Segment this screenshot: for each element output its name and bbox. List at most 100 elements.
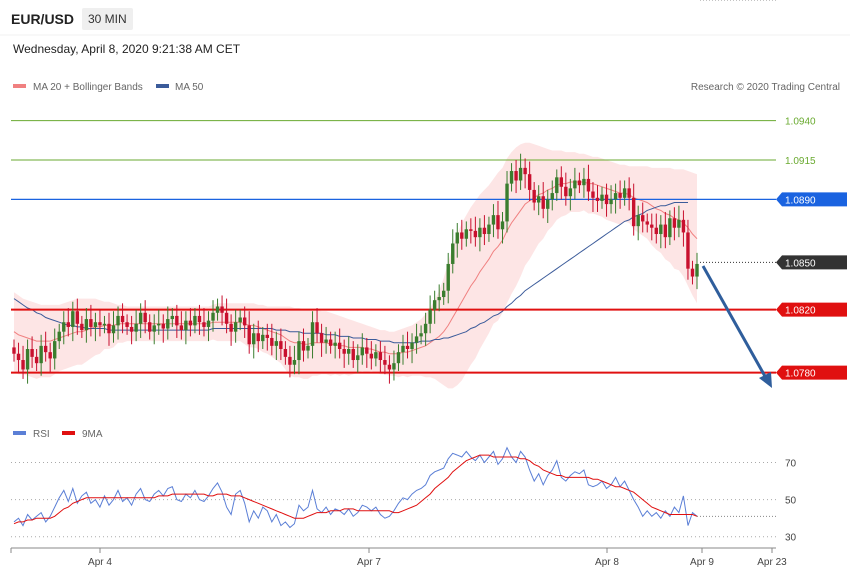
candle-body: [550, 193, 554, 200]
candle-body: [405, 345, 410, 349]
candle-body: [650, 224, 654, 228]
candle-body: [609, 199, 613, 205]
candle-body: [451, 243, 455, 264]
candle-body: [211, 312, 215, 321]
x-tick-label-apr23: Apr 23: [757, 557, 787, 568]
candle-body: [292, 360, 297, 365]
candle-body: [89, 319, 93, 327]
forecast-arrow: [701, 265, 772, 388]
candle-body: [220, 306, 224, 313]
candle-body: [224, 312, 229, 324]
candle-body: [265, 334, 269, 338]
candle-body: [469, 229, 473, 231]
candle-body: [387, 364, 392, 370]
candle-body: [536, 196, 541, 203]
rsi-ma-legend-swatch: [62, 431, 75, 435]
ma20-legend-swatch: [13, 84, 26, 88]
candle-body: [270, 337, 274, 346]
candle-body: [686, 232, 690, 269]
x-tick-label-apr9: Apr 9: [690, 557, 714, 568]
candle-body: [392, 363, 396, 370]
price-legend: MA 20 + Bollinger Bands MA 50 Research ©…: [13, 82, 840, 93]
candle-body: [509, 171, 514, 184]
candle-body: [179, 325, 184, 331]
candle-body: [247, 325, 251, 345]
candle-body: [161, 323, 165, 329]
candle-body: [622, 188, 627, 198]
candle-body: [274, 341, 279, 346]
candle-body: [25, 349, 30, 370]
candle-body: [48, 352, 52, 359]
candle-body: [324, 339, 328, 343]
candle-body: [473, 230, 478, 238]
current-price-label: 1.0850: [785, 258, 816, 269]
support-label-2: 1.0780: [785, 369, 816, 380]
candle-body: [365, 347, 369, 354]
candle-body: [143, 312, 147, 323]
candle-body: [197, 315, 202, 323]
candle-body: [641, 215, 645, 222]
bollinger-band-area: [14, 142, 697, 389]
candle-body: [378, 352, 383, 361]
candle-body: [188, 320, 193, 326]
candle-body: [80, 323, 84, 331]
candle-body: [93, 322, 98, 327]
candle-body: [120, 315, 125, 323]
candle-body: [591, 191, 595, 198]
candle-body: [586, 178, 591, 192]
candle-body: [663, 224, 668, 238]
candle-body: [401, 345, 405, 353]
candle-body: [527, 174, 532, 190]
candle-body: [541, 196, 545, 209]
candle-body: [631, 197, 636, 227]
candle-body: [396, 352, 401, 364]
candle-body: [102, 323, 107, 326]
x-tick-label-apr7: Apr 7: [357, 557, 381, 568]
candle-body: [184, 320, 188, 331]
candle-body: [30, 349, 34, 357]
candle-body: [351, 349, 355, 361]
candle-body: [677, 219, 681, 228]
candle-body: [432, 300, 437, 310]
candle-body: [613, 193, 618, 200]
x-axis-ticks: Apr 4 Apr 7 Apr 8 Apr 9 Apr 23: [88, 548, 787, 568]
credit-label: Research © 2020 Trading Central: [691, 82, 840, 93]
candle-body: [261, 334, 265, 342]
candle-body: [546, 199, 550, 209]
rsi-tick-30: 30: [785, 533, 797, 544]
ma50-legend-swatch: [156, 84, 169, 88]
candle-body: [383, 360, 387, 365]
candle-body: [600, 194, 604, 201]
candle-body: [152, 325, 156, 332]
forecast-arrow-head: [759, 372, 772, 388]
candle-body: [75, 311, 80, 324]
candle-body: [39, 345, 43, 364]
candle-body: [464, 229, 469, 239]
candle-body: [297, 341, 301, 361]
candle-body: [437, 297, 441, 301]
candle-body: [442, 290, 446, 298]
candle-body: [568, 188, 573, 197]
symbol-label: EUR/USD: [11, 11, 75, 27]
candle-body: [215, 306, 220, 313]
candle-body: [668, 218, 672, 238]
ma50-legend-label: MA 50: [175, 82, 204, 93]
level-labels: 1.0940 1.0915 1.0890 1.0850 1.0820 1.078…: [776, 117, 847, 380]
candle-body: [659, 224, 663, 235]
candle-body: [491, 215, 496, 225]
candle-body: [138, 312, 143, 324]
candle-body: [505, 183, 509, 222]
candle-body: [487, 224, 491, 235]
timeframe-badge[interactable]: 30 MIN: [82, 8, 133, 30]
candle-body: [233, 322, 238, 332]
candle-body: [446, 263, 450, 291]
candle-body: [636, 215, 640, 227]
candle-body: [21, 360, 25, 370]
candle-body: [500, 221, 505, 230]
candle-body: [559, 177, 564, 187]
candle-body: [672, 218, 677, 228]
candle-body: [695, 263, 699, 277]
candle-body: [107, 323, 111, 334]
candle-body: [455, 232, 459, 244]
chart-header: EUR/USD 30 MIN: [0, 0, 850, 40]
